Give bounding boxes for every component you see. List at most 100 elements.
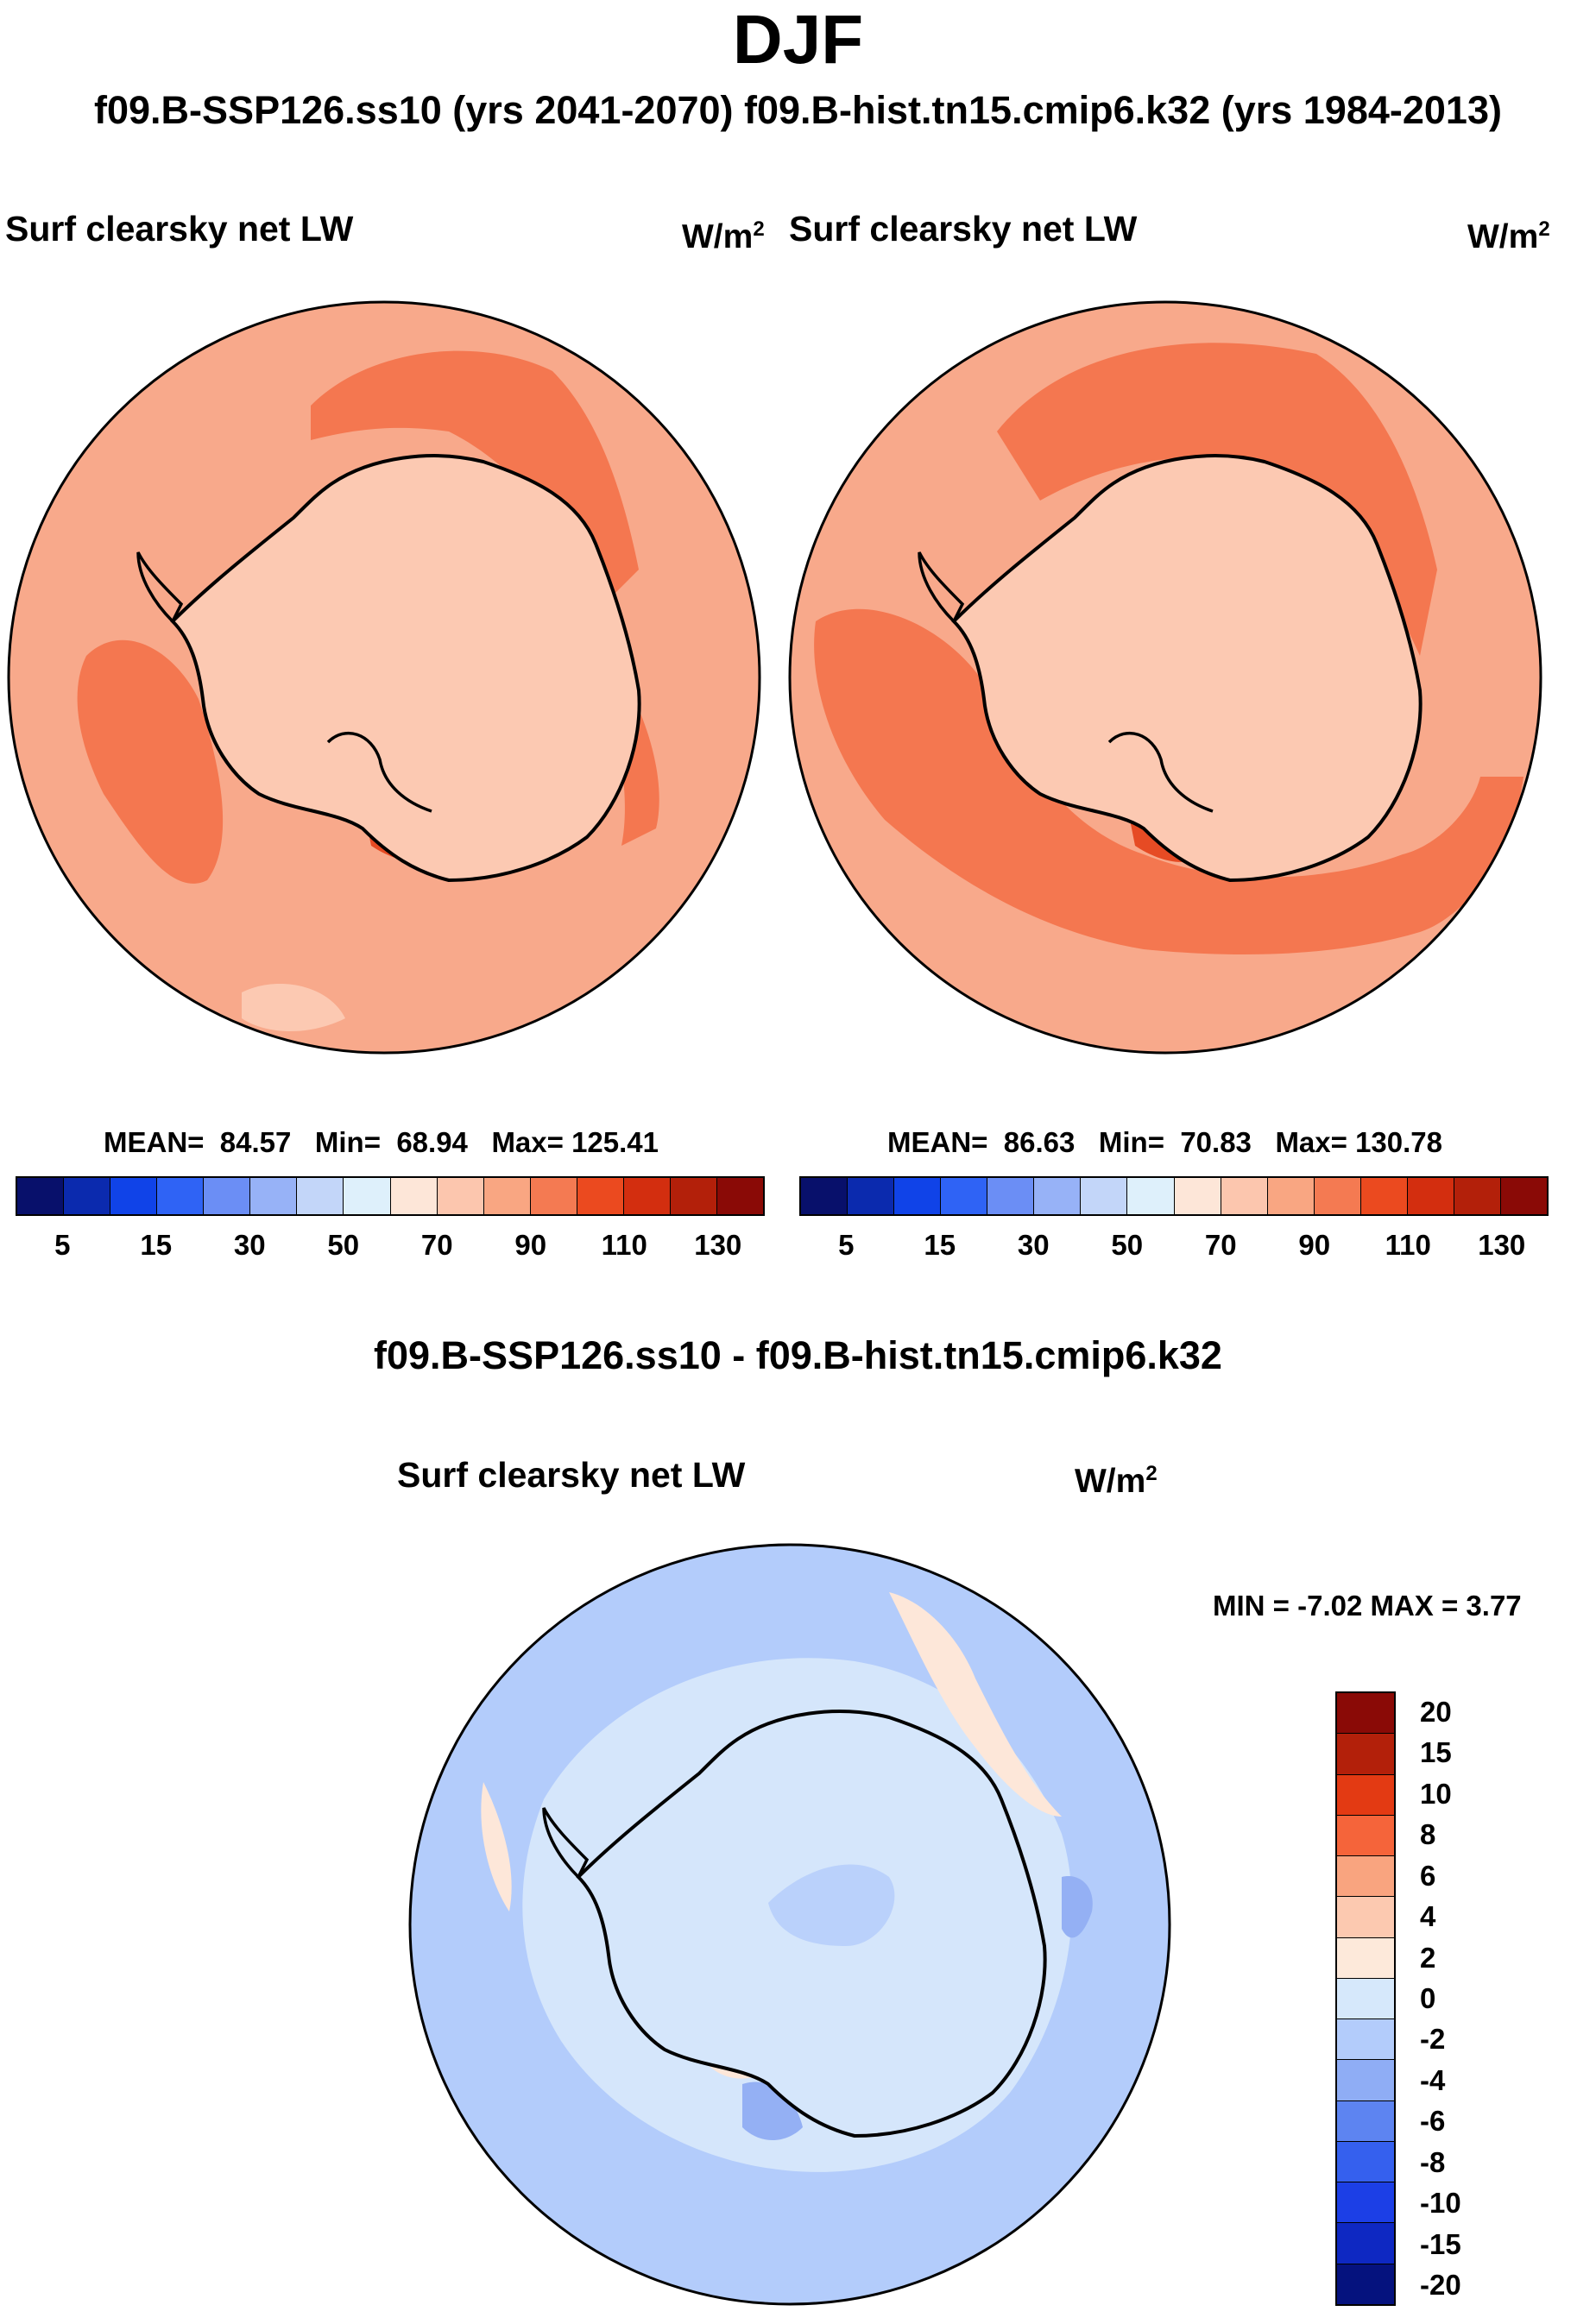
- colorbar-cell: [1360, 1178, 1408, 1214]
- colorbar-tick-label: 0: [1420, 1982, 1436, 2014]
- colorbar-cell: [1407, 1178, 1454, 1214]
- colorbar-cell: [1081, 1178, 1128, 1214]
- map-2-border: [788, 300, 1542, 1055]
- difference-colorbar: [1335, 1691, 1396, 2306]
- colorbar-tick-label: 110: [601, 1229, 647, 1261]
- colorbar-tick-label: 90: [1298, 1229, 1331, 1261]
- colorbar-tick-label: -8: [1420, 2145, 1446, 2178]
- colorbar-tick-label: 110: [1385, 1229, 1431, 1261]
- colorbar-tick-label: -4: [1420, 2063, 1446, 2096]
- colorbar-cell: [1337, 1734, 1394, 1775]
- colorbar-cell: [1337, 1693, 1394, 1735]
- colorbar-cell: [623, 1178, 671, 1214]
- colorbar-tick-label: 30: [1017, 1229, 1050, 1261]
- colorbar-tick-label: 90: [514, 1229, 547, 1261]
- colorbar-tick-label: 4: [1420, 1900, 1436, 1933]
- colorbar-cell: [1127, 1178, 1175, 1214]
- colorbar-cell: [1221, 1178, 1268, 1214]
- colorbar-cell: [17, 1178, 65, 1214]
- difference-map: [408, 1543, 1171, 2306]
- colorbar-tick-label: 50: [327, 1229, 360, 1261]
- colorbar-cell: [1174, 1178, 1221, 1214]
- colorbar-cell: [801, 1178, 848, 1214]
- diff-interior-noise: [768, 1864, 895, 1946]
- map-1-light-patch: [242, 984, 345, 1031]
- map-2-band-west: [814, 608, 1523, 954]
- colorbar-2: [799, 1176, 1549, 1216]
- map-1-ross-coast: [326, 732, 432, 813]
- colorbar-cell: [1337, 1937, 1394, 1979]
- colorbar-tick-label: -6: [1420, 2105, 1446, 2138]
- colorbar-cell: [1454, 1178, 1501, 1214]
- colorbar-cell: [530, 1178, 577, 1214]
- panel-1-stats: MEAN= 84.57 Min= 68.94 Max= 125.41: [104, 1126, 659, 1158]
- colorbar-tick-label: 10: [1420, 1777, 1452, 1810]
- colorbar-cell: [1337, 1897, 1394, 1938]
- colorbar-cell: [848, 1178, 895, 1214]
- colorbar-cell: [297, 1178, 344, 1214]
- colorbar-cell: [716, 1178, 763, 1214]
- colorbar-cell: [1337, 1774, 1394, 1816]
- colorbar-cell: [1337, 2182, 1394, 2224]
- colorbar-cell: [1337, 2264, 1394, 2304]
- colorbar-cell: [1500, 1178, 1547, 1214]
- difference-colorbar-ticks: 20 15 10 8 6 4 2 0 -2 -4 -6 -8 -10 -15 -20: [1420, 1691, 1523, 2306]
- colorbar-tick-label: 30: [233, 1229, 266, 1261]
- map-panel-1: [7, 300, 761, 1055]
- colorbar-cell: [390, 1178, 438, 1214]
- colorbar-cell: [987, 1178, 1035, 1214]
- colorbar-tick-label: 8: [1420, 1818, 1436, 1851]
- panel-1-label: Surf clearsky net LW: [5, 209, 354, 249]
- colorbar-tick-label: 5: [54, 1229, 71, 1261]
- colorbar-cell: [1337, 2019, 1394, 2061]
- map-2-peninsula: [918, 551, 965, 624]
- colorbar-cell: [577, 1178, 624, 1214]
- colorbar-cell: [204, 1178, 251, 1214]
- panel-2-stats: MEAN= 86.63 Min= 70.83 Max= 130.78: [887, 1126, 1443, 1158]
- diff-negative-ross: [742, 2082, 803, 2140]
- map-1-border: [7, 300, 761, 1055]
- map-1-peninsula: [136, 551, 184, 624]
- map-1-band-north: [311, 350, 639, 604]
- colorbar-tick-label: 6: [1420, 1859, 1436, 1892]
- colorbar-2-ticks: 5 15 30 50 70 90 110 130: [799, 1229, 1549, 1263]
- diff-peninsula: [542, 1807, 590, 1880]
- map-2-ross-coast: [1107, 732, 1214, 813]
- difference-units: W/m2: [1075, 1462, 1158, 1500]
- figure-title: DJF: [732, 1, 864, 78]
- colorbar-tick-label: 70: [1204, 1229, 1237, 1261]
- colorbar-1-ticks: 5 15 30 50 70 90 110 130: [16, 1229, 765, 1263]
- colorbar-cell: [1314, 1178, 1361, 1214]
- colorbar-1: [16, 1176, 765, 1216]
- colorbar-cell: [157, 1178, 205, 1214]
- difference-label: Surf clearsky net LW: [397, 1455, 746, 1495]
- colorbar-cell: [64, 1178, 111, 1214]
- colorbar-tick-label: -20: [1420, 2269, 1461, 2302]
- colorbar-tick-label: 70: [420, 1229, 453, 1261]
- colorbar-cell: [483, 1178, 531, 1214]
- colorbar-cell: [250, 1178, 298, 1214]
- colorbar-tick-label: -15: [1420, 2227, 1461, 2260]
- colorbar-cell: [1337, 2100, 1394, 2142]
- diff-positive-west: [481, 1782, 512, 1911]
- difference-stats: MIN = -7.02 MAX = 3.77: [1213, 1590, 1522, 1622]
- colorbar-tick-label: 2: [1420, 1941, 1436, 1974]
- colorbar-tick-label: 15: [924, 1229, 956, 1261]
- colorbar-cell: [941, 1178, 988, 1214]
- colorbar-tick-label: 5: [838, 1229, 855, 1261]
- colorbar-cell: [1337, 1815, 1394, 1857]
- colorbar-tick-label: -10: [1420, 2187, 1461, 2220]
- panel-1-units: W/m2: [682, 217, 765, 255]
- map-2-band-north: [997, 343, 1437, 656]
- colorbar-tick-label: 50: [1111, 1229, 1144, 1261]
- difference-title: f09.B-SSP126.ss10 - f09.B-hist.tn15.cmip…: [374, 1333, 1222, 1377]
- map-panel-2: [788, 300, 1542, 1055]
- colorbar-cell: [344, 1178, 391, 1214]
- colorbar-cell: [110, 1178, 158, 1214]
- colorbar-cell: [1267, 1178, 1315, 1214]
- diff-border: [408, 1543, 1171, 2306]
- colorbar-cell: [1337, 1978, 1394, 2020]
- colorbar-tick-label: 15: [1420, 1736, 1452, 1769]
- colorbar-tick-label: 130: [1478, 1229, 1526, 1261]
- diff-positive-north: [889, 1592, 1062, 1817]
